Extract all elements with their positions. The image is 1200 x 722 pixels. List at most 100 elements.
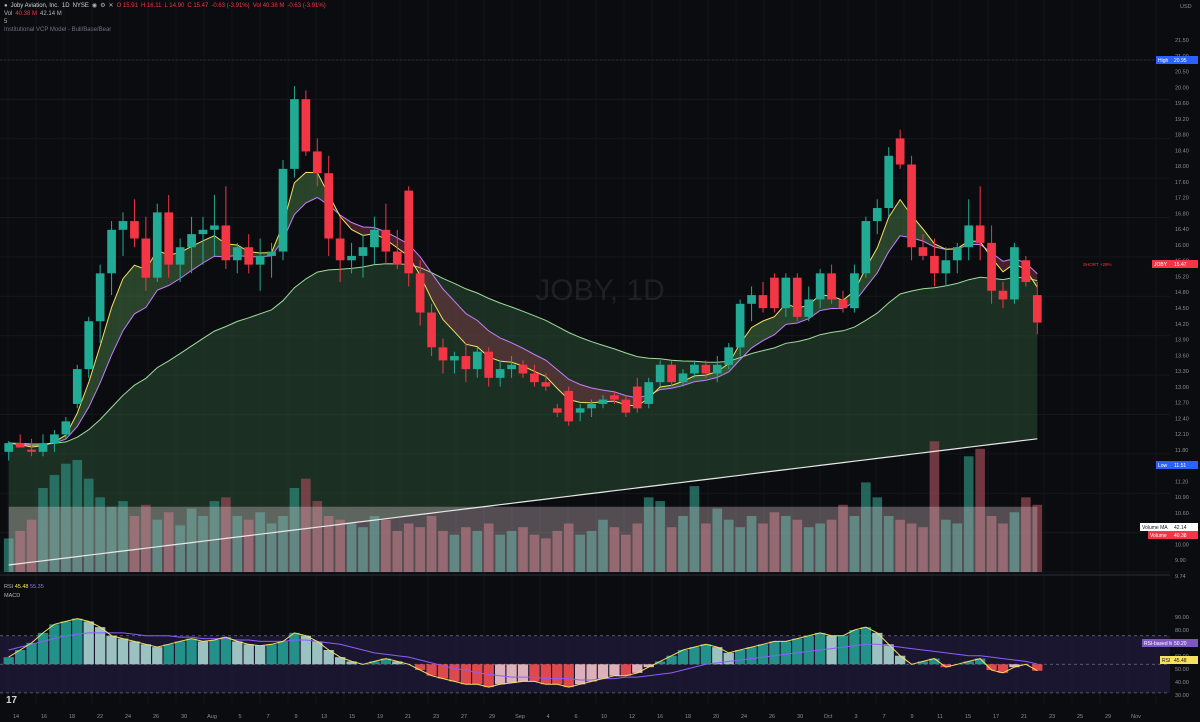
price-tick-label: 13.30 [1175, 369, 1189, 375]
rsi-histogram-bar [769, 641, 780, 665]
candle-body [930, 255, 939, 274]
candle-body [838, 299, 848, 309]
volume-bar [1021, 497, 1031, 572]
price-tick-label: 16.80 [1175, 211, 1189, 217]
volume-bar [792, 519, 803, 572]
volume-bar [552, 530, 563, 572]
date-tick-label: 4 [546, 714, 549, 720]
sma-200-line [8, 438, 1038, 566]
rsi-histogram-bar [517, 664, 529, 682]
ema-cloud [100, 307, 112, 383]
candle-body [187, 234, 196, 248]
volume-bar [701, 523, 711, 572]
volume-bar [449, 534, 460, 572]
candle-body [541, 382, 551, 387]
candle-body [392, 251, 402, 265]
date-tick-label: 24 [741, 714, 747, 720]
rsi-histogram-bar [1009, 664, 1020, 668]
date-tick-label: 23 [1049, 714, 1055, 720]
date-tick-label: 16 [657, 714, 663, 720]
rsi-histogram-bar [837, 635, 849, 665]
eye-icon[interactable]: ◉ [91, 3, 98, 9]
rsi-histogram-bar [529, 664, 540, 682]
ema-cloud [717, 363, 729, 378]
price-tick-label: 12.10 [1175, 432, 1189, 438]
volume-bar [163, 512, 174, 572]
rsi-tag-value-bg [1172, 656, 1198, 664]
volume-bar [838, 504, 848, 572]
volume-bar [632, 523, 643, 572]
volume-bar [643, 497, 654, 572]
candle-body [118, 221, 128, 230]
grid-lines [0, 59, 1170, 576]
volume-change: -0.63 (-3.91%) [287, 3, 326, 9]
rsi-histogram-bar [586, 664, 597, 682]
rsi-legend-label[interactable]: RSI [4, 584, 14, 590]
volume-bar [826, 519, 837, 572]
candle-body [587, 403, 596, 409]
date-tick-label: 10 [601, 714, 607, 720]
indicator-count[interactable]: 5 [4, 19, 8, 25]
settings-icon[interactable]: ⚙ [100, 3, 106, 9]
rsi-histogram-bar [803, 635, 814, 665]
volume-bar [483, 523, 494, 572]
close-icon[interactable]: ✕ [108, 3, 114, 9]
rsi-histogram-bar [655, 661, 666, 665]
candle-body [507, 364, 516, 370]
volume-bar [723, 519, 734, 572]
indicator-model-name[interactable]: Institutional VCP Model - Bull/Base/Bear [4, 27, 112, 33]
price-tick-label: 16.40 [1175, 227, 1189, 233]
vol-indicator-label[interactable]: Vol [4, 11, 13, 17]
candle-body [861, 221, 871, 274]
date-tick-label: 21 [1021, 714, 1027, 720]
ema-cloud [580, 384, 592, 403]
volume-tag-value-bg [1172, 531, 1198, 539]
rsi-histogram-bar [815, 632, 826, 665]
candle-body [415, 273, 425, 313]
symbol-title[interactable]: Joby Aviation, Inc. [10, 3, 59, 9]
candle-body [964, 225, 974, 248]
candle-body [987, 242, 996, 291]
high-tag-value: 20.95 [1174, 58, 1187, 64]
candle-body [164, 212, 174, 265]
volume-tag-value: 40.38 [1174, 533, 1187, 539]
date-tick-label: 26 [769, 714, 775, 720]
date-tick-label: 15 [349, 714, 355, 720]
ema-cloud [694, 375, 706, 382]
candle-body [712, 364, 722, 374]
trend-band [8, 263, 1038, 565]
macd-legend-label[interactable]: MACD [4, 593, 21, 599]
volume-bar [529, 534, 540, 572]
rsi-histogram-bar [997, 664, 1009, 673]
interval[interactable]: 1D [61, 3, 70, 9]
rsi-legend-value2: 55.35 [30, 584, 44, 590]
volume-bar [186, 508, 197, 572]
candle-body [335, 238, 345, 261]
tradingview-logo-icon[interactable]: 17 [6, 695, 18, 706]
candle-body [301, 99, 311, 152]
volume-bar [541, 538, 551, 572]
volume-bar [1032, 504, 1043, 572]
candle-body [530, 373, 539, 383]
date-tick-label: 27 [461, 714, 467, 720]
currency-label: USD [1180, 4, 1192, 10]
volume-bar [586, 530, 597, 572]
rsi-histogram-bar [723, 652, 734, 665]
volume-bar [403, 523, 414, 572]
candle-body [667, 364, 676, 383]
rsi-line [8, 618, 1038, 688]
candle-body [221, 225, 231, 261]
ema-cloud [203, 235, 215, 264]
ema-cloud [865, 247, 878, 288]
rsi-histogram-bar [975, 658, 986, 665]
rsi-histogram-bar [26, 642, 37, 665]
rsi-ma-line [8, 632, 1038, 681]
rsi-histogram-bar [472, 664, 483, 685]
price-tick-label: 9.74 [1175, 574, 1186, 580]
candlesticks [4, 86, 1042, 461]
ema-cloud [511, 342, 523, 367]
symbol-watermark: JOBY, 1D [535, 274, 665, 307]
price-tick-label: 20.50 [1175, 70, 1189, 76]
